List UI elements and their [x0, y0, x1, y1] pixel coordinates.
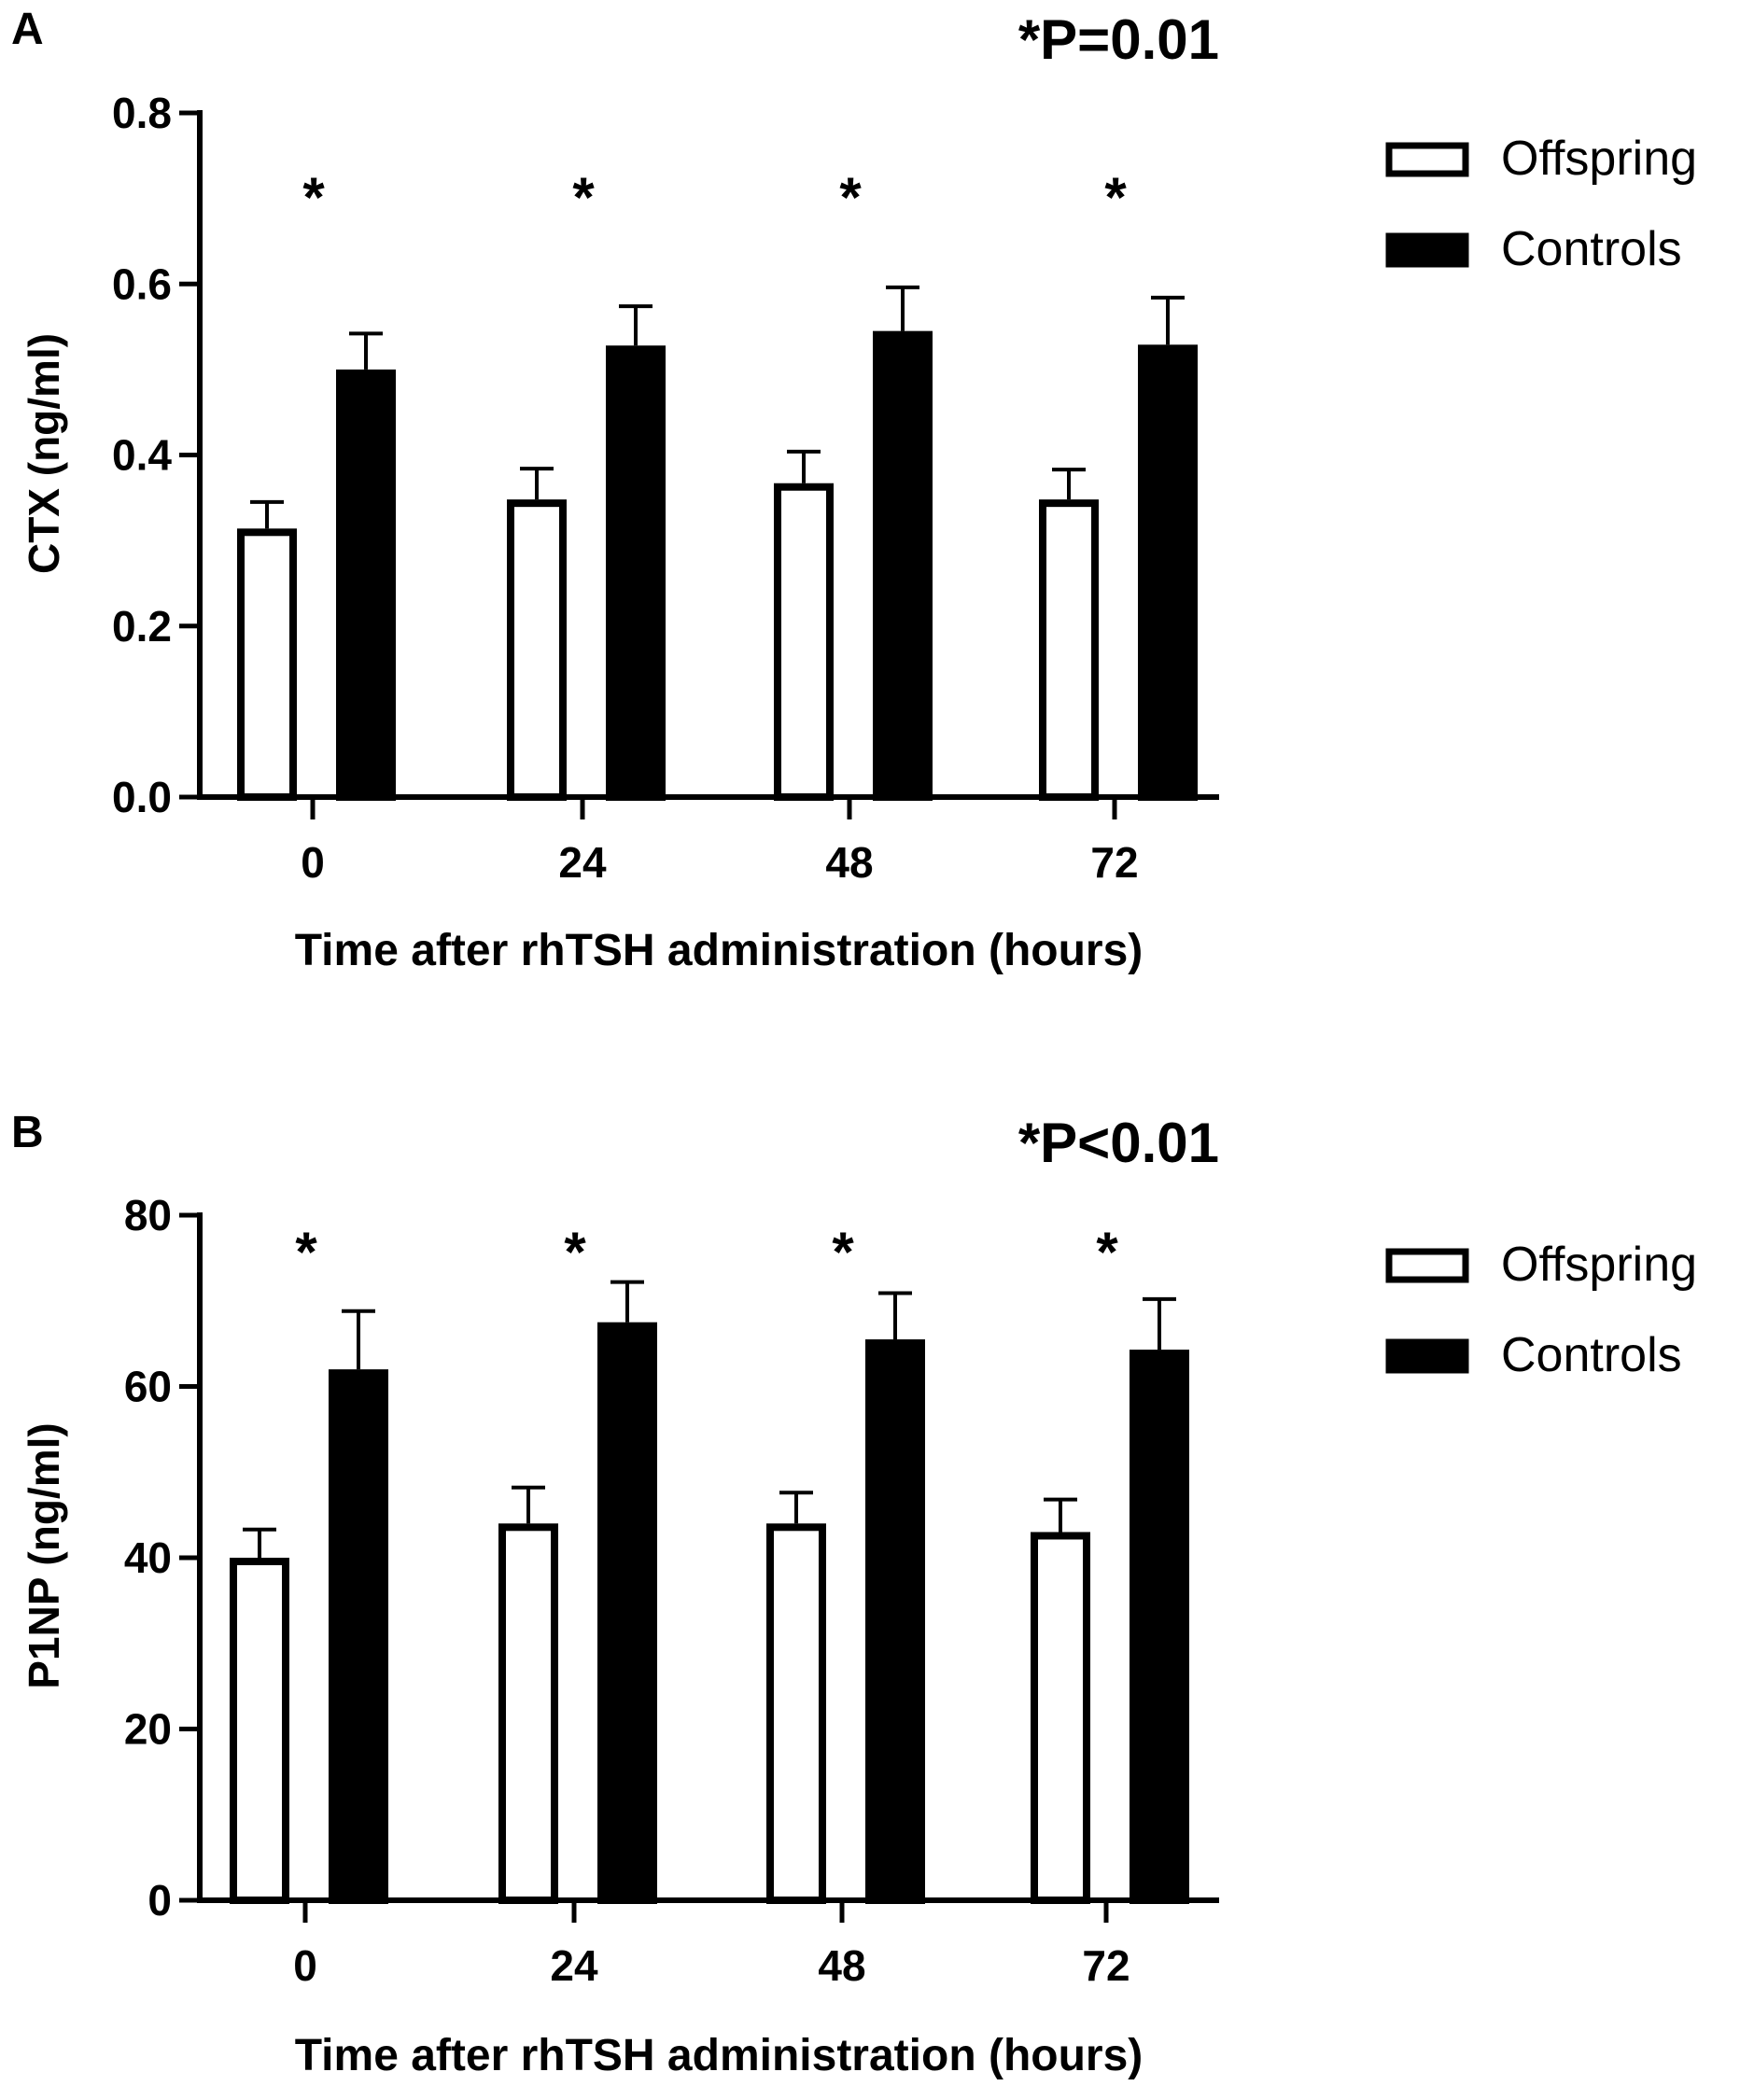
x-tick-label: 48	[825, 838, 873, 887]
x-tick-label: 72	[1090, 838, 1138, 887]
legend: Offspring Controls	[1385, 1238, 1697, 1382]
legend-label: Offspring	[1501, 132, 1697, 186]
panel-a: A *P=0.01 CTX (ng/ml) Time after rhTSH a…	[11, 5, 1697, 975]
legend-swatch-offspring	[1385, 1248, 1469, 1283]
bar-offspring	[774, 483, 834, 802]
bar-controls	[865, 1339, 925, 1904]
significance-annotation: *P<0.01	[1018, 1112, 1219, 1174]
bar-controls	[597, 1322, 657, 1904]
bar-controls	[1138, 344, 1198, 801]
y-tick-label: 20	[124, 1705, 172, 1754]
legend-swatch-offspring	[1385, 142, 1469, 177]
significance-annotation: *P=0.01	[1018, 8, 1219, 71]
legend-label: Offspring	[1501, 1238, 1697, 1292]
significance-marker: *	[832, 1221, 854, 1283]
x-axis-label: Time after rhTSH administration (hours)	[295, 2031, 1144, 2080]
bar-controls	[606, 345, 666, 801]
bar-controls	[873, 330, 933, 801]
bar-offspring	[1031, 1532, 1090, 1904]
bar-controls	[336, 369, 396, 801]
significance-marker: *	[1096, 1221, 1118, 1283]
panel-label: B	[11, 1108, 44, 1157]
legend-swatch-controls	[1385, 1338, 1469, 1374]
bar-offspring	[230, 1558, 289, 1904]
x-tick-label: 0	[293, 1941, 317, 1990]
significance-marker: *	[572, 166, 595, 229]
significance-marker: *	[839, 166, 862, 229]
x-tick-label: 0	[301, 838, 325, 887]
y-tick-label: 0	[147, 1876, 172, 1925]
legend-label: Controls	[1501, 1328, 1682, 1382]
bar-offspring	[237, 528, 297, 801]
legend: Offspring Controls	[1385, 132, 1697, 276]
significance-marker: *	[564, 1221, 586, 1283]
significance-marker: *	[1104, 166, 1127, 229]
y-tick-label: 0.8	[112, 89, 172, 137]
x-tick-label: 72	[1082, 1941, 1130, 1990]
y-axis-label: CTX (ng/ml)	[20, 333, 68, 574]
significance-marker: *	[295, 1221, 317, 1283]
y-tick-label: 0.6	[112, 259, 172, 308]
bar-controls	[1130, 1350, 1189, 1904]
y-axis-label: P1NP (ng/ml)	[20, 1422, 68, 1688]
y-tick-label: 0.0	[112, 773, 172, 821]
bar-offspring	[766, 1523, 826, 1905]
panel-b: B *P<0.01 P1NP (ng/ml) Time after rhTSH …	[11, 1108, 1697, 2080]
chart-marks: * * * * 0 20 40 60 80 0 24 48 72 Offspring Controls	[124, 1191, 1697, 1990]
panel-label: A	[11, 5, 44, 54]
bar-offspring	[498, 1523, 558, 1905]
bar-controls	[329, 1369, 388, 1904]
x-axis-label: Time after rhTSH administration (hours)	[295, 926, 1144, 975]
x-tick-label: 48	[818, 1941, 865, 1990]
y-tick-label: 0.4	[112, 431, 172, 480]
legend-label: Controls	[1501, 222, 1682, 276]
y-tick-label: 80	[124, 1191, 172, 1239]
y-tick-label: 60	[124, 1363, 172, 1411]
chart-marks: * * * * 0.0 0.2 0.4 0.6 0.8 0 24 48 72 Offspring Contr…	[112, 89, 1697, 887]
bar-offspring	[1039, 499, 1099, 802]
y-tick-label: 0.2	[112, 602, 172, 651]
y-tick-label: 40	[124, 1533, 172, 1582]
significance-marker: *	[302, 166, 325, 229]
x-tick-label: 24	[550, 1941, 598, 1990]
legend-swatch-controls	[1385, 232, 1469, 268]
x-tick-label: 24	[558, 838, 607, 887]
bar-offspring	[507, 499, 567, 802]
